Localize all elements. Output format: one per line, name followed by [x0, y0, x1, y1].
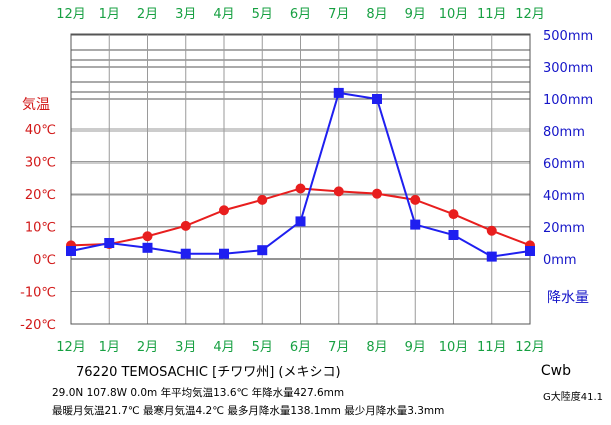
precip-tick-label: 60mm	[543, 157, 585, 172]
temp-tick-label: 10℃	[25, 221, 56, 236]
precip-tick-label: 0mm	[543, 253, 577, 268]
station-summary-line-2: 最暖月気温21.7℃ 最寒月気温4.2℃ 最多月降水量138.1mm 最少月降水…	[52, 405, 445, 417]
temp-tick-label: 0℃	[33, 253, 56, 268]
month-label-bottom: 5月	[252, 340, 273, 355]
precipitation-point	[448, 230, 459, 240]
month-label-top: 9月	[405, 7, 426, 22]
month-label-bottom: 9月	[405, 340, 426, 355]
station-name: 76220 TEMOSACHIC [チワワ州] (メキシコ)	[76, 365, 341, 380]
month-label-bottom: 1月	[99, 340, 120, 355]
month-label-bottom: 4月	[213, 340, 234, 355]
precipitation-point	[142, 242, 153, 253]
climate-classification: Cwb	[540, 363, 571, 379]
precipitation-point	[372, 94, 382, 104]
temperature-point	[295, 183, 306, 194]
month-label-bottom: 10月	[439, 340, 469, 355]
temperature-point	[410, 194, 421, 205]
precipitation-point	[486, 251, 497, 262]
temp-tick-label: -20℃	[20, 318, 56, 333]
month-label-bottom: 3月	[175, 340, 196, 355]
month-label-top: 11月	[477, 7, 507, 22]
temperature-point	[448, 209, 459, 220]
temperature-point	[219, 205, 229, 216]
temperature-point	[142, 231, 153, 242]
precip-tick-label: 20mm	[543, 221, 585, 236]
month-label-top: 8月	[366, 7, 387, 22]
month-label-top: 2月	[137, 7, 158, 22]
precip-axis-label: 降水量	[547, 290, 589, 306]
precipitation-point	[180, 248, 191, 259]
month-label-top: 1月	[99, 7, 120, 22]
precip-tick-label: 500mm	[543, 29, 593, 44]
month-label-bottom: 11月	[477, 340, 507, 355]
precip-tick-label: 100mm	[543, 93, 593, 108]
month-label-top: 7月	[328, 7, 349, 22]
precip-tick-label: 300mm	[543, 61, 593, 76]
precipitation-point	[257, 245, 268, 256]
chart-grid	[70, 34, 531, 325]
temp-tick-label: 40℃	[25, 123, 56, 138]
temperature-point	[257, 194, 268, 205]
month-label-top: 3月	[175, 7, 196, 22]
month-label-bottom: 6月	[290, 340, 311, 355]
precipitation-point	[104, 238, 115, 248]
plot-frame	[70, 33, 531, 325]
precipitation-point	[219, 248, 229, 259]
temp-tick-label: 20℃	[25, 188, 56, 203]
precipitation-point	[295, 216, 306, 227]
temp-axis-label: 気温	[22, 97, 50, 113]
precipitation-point	[66, 246, 76, 256]
precipitation-point	[525, 246, 535, 256]
month-label-bottom: 12月	[56, 340, 86, 355]
precipitation-point	[333, 87, 344, 98]
month-label-top: 4月	[213, 7, 234, 22]
precipitation-point	[410, 219, 421, 230]
chart-axes: 12月 12月 1月 1月 2月 2月 3月 3月 4月 4月 5月 5月 6月 6月 7月 7月 8月 8月 9月…	[20, 7, 593, 355]
continentality-index: G大陸度41.1	[542, 392, 603, 403]
month-label-bottom: 12月	[515, 340, 545, 355]
month-label-top: 6月	[290, 7, 311, 22]
temperature-point	[333, 186, 344, 197]
precip-tick-label: 40mm	[543, 189, 585, 204]
month-label-top: 12月	[515, 7, 545, 22]
month-label-top: 12月	[56, 7, 86, 22]
temperature-point	[486, 225, 497, 236]
month-label-top: 10月	[439, 7, 469, 22]
month-label-bottom: 2月	[137, 340, 158, 355]
temperature-point	[180, 220, 191, 231]
temperature-point	[372, 188, 382, 199]
month-label-bottom: 7月	[328, 340, 349, 355]
chart-series	[66, 87, 535, 262]
temp-tick-label: -10℃	[20, 286, 56, 301]
month-label-top: 5月	[252, 7, 273, 22]
temp-tick-label: 30℃	[25, 156, 56, 171]
station-summary-line-1: 29.0N 107.8W 0.0m 年平均気温13.6℃ 年降水量427.6mm	[52, 387, 345, 399]
precip-tick-label: 80mm	[543, 125, 585, 140]
month-label-bottom: 8月	[366, 340, 387, 355]
